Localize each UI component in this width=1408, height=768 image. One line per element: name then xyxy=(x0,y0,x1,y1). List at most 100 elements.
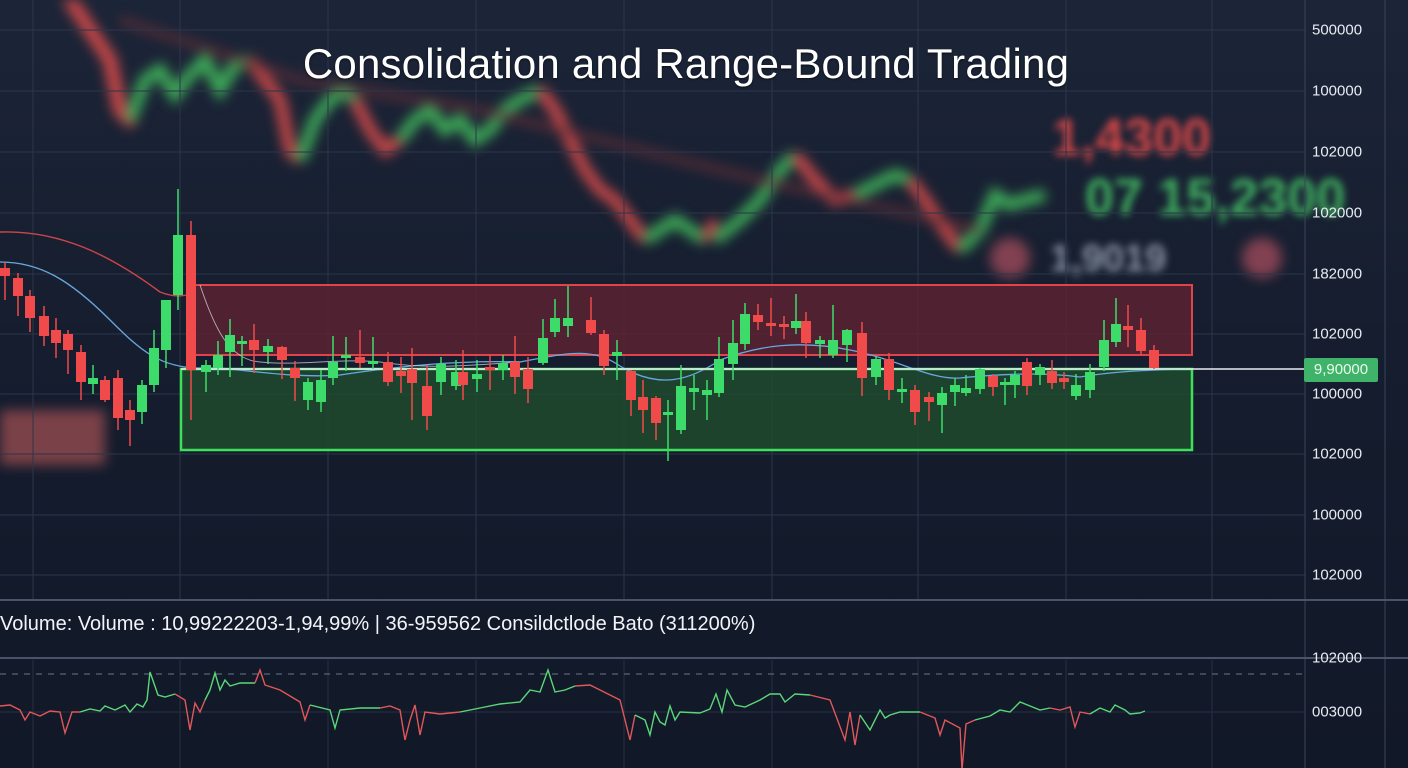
candle xyxy=(975,369,985,389)
candle xyxy=(937,393,947,405)
candle xyxy=(924,397,934,402)
candle xyxy=(161,300,171,350)
candle xyxy=(76,352,86,382)
candle xyxy=(857,333,867,378)
volume-info-text: Volume: Volume : 10,99222203-1,94,99% | … xyxy=(0,613,756,635)
candle xyxy=(51,330,61,343)
candle xyxy=(1035,367,1045,375)
volume-oscillator-line xyxy=(204,670,255,701)
candle xyxy=(791,321,801,328)
volume-oscillator-line xyxy=(974,701,1051,721)
volume-oscillator-line xyxy=(634,703,701,738)
price-axis-label: 102000 xyxy=(1312,204,1363,222)
candle xyxy=(328,362,338,378)
candle xyxy=(316,380,326,402)
candle xyxy=(13,278,23,296)
candle xyxy=(663,412,673,415)
candle xyxy=(599,334,609,366)
candle xyxy=(100,380,110,400)
volume-oscillator-line xyxy=(379,704,461,741)
candle xyxy=(779,324,789,327)
resistance-zone xyxy=(191,284,1193,356)
candle xyxy=(0,268,10,276)
candle xyxy=(950,385,960,392)
candle xyxy=(25,296,35,318)
volume-oscillator-line xyxy=(459,667,576,713)
chart-title: Consolidation and Range-Bound Trading xyxy=(302,40,1070,87)
candle xyxy=(1010,375,1020,385)
candle xyxy=(1136,330,1146,351)
candle xyxy=(396,371,406,376)
candle xyxy=(523,369,533,389)
candle xyxy=(563,318,573,326)
candle xyxy=(766,323,776,326)
candle xyxy=(828,340,838,355)
price-axis-label: 100000 xyxy=(1312,506,1363,524)
volume-axis-label: 003000 xyxy=(1312,703,1363,721)
candle xyxy=(39,316,49,336)
candle xyxy=(186,235,196,370)
candle xyxy=(498,363,508,370)
volume-oscillator-line xyxy=(859,708,920,732)
candle xyxy=(815,340,825,344)
volume-oscillator-line xyxy=(699,688,811,715)
candle xyxy=(1149,350,1159,368)
candle xyxy=(961,388,971,393)
volume-axis-label: 102000 xyxy=(1312,649,1363,667)
candle xyxy=(201,365,211,372)
candle xyxy=(714,359,724,393)
price-axis-label: 100000 xyxy=(1312,385,1363,403)
candle xyxy=(368,361,378,364)
candle xyxy=(173,235,183,295)
price-axis-label: 102000 xyxy=(1312,143,1363,161)
candle xyxy=(1071,385,1081,396)
blurred-price-green: 07 15,2300 xyxy=(1085,169,1346,227)
volume-oscillator-line xyxy=(0,704,80,736)
candle xyxy=(472,374,482,379)
candle xyxy=(422,386,432,416)
candle xyxy=(871,359,881,377)
candle xyxy=(801,321,811,343)
price-axis-label: 102000 xyxy=(1312,325,1363,343)
blurred-price-grey: 1,9019 xyxy=(1050,238,1167,280)
current-price-tag: 9,90000 xyxy=(1304,358,1378,382)
candle xyxy=(1047,371,1057,383)
candle xyxy=(910,390,920,412)
candle xyxy=(638,397,648,410)
candle xyxy=(1000,382,1010,385)
candle xyxy=(728,343,738,364)
price-axis-label: 102000 xyxy=(1312,566,1363,584)
candle xyxy=(740,314,750,344)
candle xyxy=(213,355,223,368)
candle xyxy=(383,362,393,382)
candle xyxy=(842,330,852,345)
candle xyxy=(1099,340,1109,367)
candle xyxy=(1022,362,1032,386)
volume-oscillator-line xyxy=(254,667,311,723)
candle xyxy=(63,334,73,350)
candle xyxy=(290,368,300,378)
blurred-price-red: 1,4300 xyxy=(1052,109,1212,167)
candle xyxy=(341,355,351,358)
candle xyxy=(702,390,712,395)
candle xyxy=(88,378,98,384)
candle xyxy=(277,347,287,360)
candle xyxy=(485,367,495,370)
candle xyxy=(1059,378,1069,382)
candle xyxy=(451,372,461,386)
candle xyxy=(407,369,417,383)
candle xyxy=(125,410,135,420)
candle xyxy=(612,352,622,356)
candle xyxy=(1085,372,1095,390)
volume-oscillator-line xyxy=(574,684,636,741)
price-axis-label: 100000 xyxy=(1312,82,1363,100)
candle xyxy=(113,378,123,418)
candle xyxy=(884,359,894,390)
volume-oscillator-line xyxy=(174,693,206,731)
candle xyxy=(676,386,686,430)
volume-oscillator-line xyxy=(1049,706,1091,730)
candle xyxy=(753,315,763,322)
candle xyxy=(249,340,259,350)
candle xyxy=(355,357,365,363)
